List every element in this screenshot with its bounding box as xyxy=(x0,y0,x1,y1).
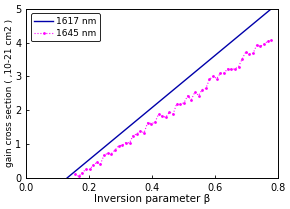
1617 nm xyxy=(66,177,69,179)
1617 nm xyxy=(250,23,254,26)
1617 nm xyxy=(186,76,190,79)
1645 nm xyxy=(251,52,255,55)
1645 nm xyxy=(269,38,273,41)
1645 nm xyxy=(266,40,269,42)
1645 nm xyxy=(99,163,102,165)
1617 nm xyxy=(238,34,241,37)
Line: 1617 nm: 1617 nm xyxy=(67,9,271,178)
1617 nm xyxy=(190,73,194,76)
1617 nm xyxy=(66,176,70,178)
1645 nm xyxy=(124,141,128,144)
1645 nm xyxy=(73,173,77,175)
1617 nm xyxy=(187,76,191,79)
1645 nm xyxy=(113,149,117,151)
Legend: 1617 nm, 1645 nm: 1617 nm, 1645 nm xyxy=(31,13,100,41)
Y-axis label: gain cross section ( ,10-21 cm2 ): gain cross section ( ,10-21 cm2 ) xyxy=(5,19,14,167)
1617 nm xyxy=(269,8,273,10)
X-axis label: Inversion parameter β: Inversion parameter β xyxy=(94,194,210,204)
Line: 1645 nm: 1645 nm xyxy=(74,38,273,178)
1645 nm xyxy=(150,122,153,125)
1645 nm xyxy=(77,175,80,178)
